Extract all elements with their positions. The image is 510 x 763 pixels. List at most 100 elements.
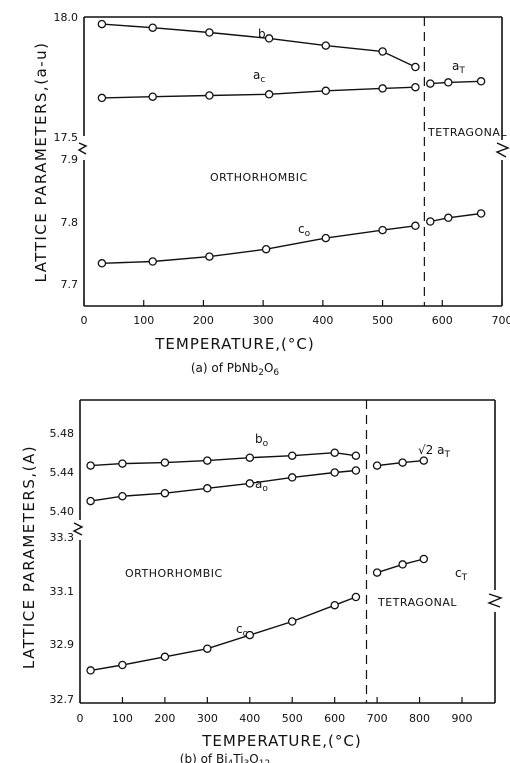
chart-b-y-tick-33.1: 33.1 [50,585,75,598]
chart-b-series-bo-point [330,448,339,457]
chart-b-series-cT-point [419,554,429,564]
chart-b-series-bo-point [160,458,170,467]
chart-b-y-tick-32.9: 32.9 [50,638,75,651]
chart-a-label-ac: ac [253,68,265,85]
chart-a-series-aT-line [430,80,482,85]
chart-b-label-bo: bo [255,432,269,449]
chart-a-x-tick-label: 0 [81,314,88,327]
chart-b-series-ao-point [330,468,339,477]
chart-b-orthorhombic-label: ORTHORHOMBIC [125,567,223,580]
chart-a-tetragonal-label: TETRAGONAL [427,126,507,139]
chart-b-series-ao-point [86,496,95,506]
chart-b-x-tick-label: 800 [409,712,430,725]
chart-b-tetragonal-label: TETRAGONAL [377,596,457,609]
chart-b-x-tick-label: 900 [452,712,473,725]
chart-a-x-tick-label: 600 [432,314,453,327]
chart-a-series-cT-point [444,213,453,223]
chart-a-series-bo-point [148,23,157,32]
chart-a-x-tick-label: 700 [492,314,510,327]
chart-a-series-co-point [411,221,420,231]
chart-b-series-bo-line [90,451,356,467]
chart-a-series-bo-point [411,62,420,72]
chart-a-series-aT-point [476,77,486,86]
chart-a-series-ac-point [411,82,420,92]
chart-b-x-tick-label: 300 [197,712,218,725]
chart-b-y-tick-5.40: 5.40 [50,505,75,518]
chart-b-series-co-point [245,630,255,640]
chart-a-axis-break-right [495,142,510,158]
chart-a-series-co-line [101,225,416,264]
chart-a-series-cT-point [426,217,435,226]
chart-b-label-co: co [236,622,249,639]
chart-b-series-bo-point [287,451,297,460]
chart-a-x-tick-label: 100 [133,314,154,327]
chart-a-label-co: co [298,222,311,239]
chart-a-x-tick-label: 500 [372,314,393,327]
chart-a-x-tick-label: 200 [193,314,214,327]
chart-a-y-tick-7.9: 7.9 [61,153,79,166]
chart-b-series-ao-point [118,491,127,501]
chart-b-x-tick-label: 700 [367,712,388,725]
chart-a-series-cT-line [430,212,482,223]
chart-a-series-ac-point [148,92,157,101]
chart-b-series-ao-line [90,469,356,502]
chart-b-series-co-point [118,660,127,670]
chart-a-series-cT-point [476,209,486,218]
chart-a-series-aT-point [426,79,435,88]
chart-a-orthorhombic-label: ORTHORHOMBIC [210,171,308,184]
chart-b-label-cT: cT [455,566,468,583]
chart-a-series-co-point [205,252,214,261]
chart-b-series-2aT-point [398,458,407,467]
chart-a-y-tick-18.0: 18.0 [54,11,79,24]
chart-a-axis-break-left [77,142,88,155]
chart-b-x-tick-label: 0 [77,712,84,725]
chart-b-x-tick-label: 500 [282,712,303,725]
chart-b-y-tick-5.44: 5.44 [50,466,75,479]
chart-b-series-co-line [90,596,357,672]
chart-b-axis-break-right [487,593,503,608]
chart-b-series-bo-point [245,453,255,462]
chart-a: 18.0 17.5 7.9 7.8 7.7 0 100 200 300 400 500 60… [32,11,510,378]
chart-b: 5.48 5.44 5.40 33.3 33.1 32.9 32.7 0 100 2… [20,399,503,763]
chart-b-series-bo-point [118,459,127,468]
chart-b-x-tick-label: 200 [154,712,175,725]
chart-b-series-co-point [86,666,95,675]
chart-b-series-ao-point [287,473,297,482]
chart-b-series-cT-point [398,560,407,569]
chart-a-series-ac-point [264,90,274,99]
chart-a-series-bo-point [321,41,331,50]
chart-b-series-bo-point [86,461,95,470]
chart-a-series-co-point [321,233,331,243]
chart-b-series-co-point [160,652,170,662]
chart-a-series-co-point [378,225,387,235]
chart-a-x-tick-label: 400 [312,314,333,327]
chart-b-series-ao-point [351,466,361,475]
chart-b-y-tick-33.3: 33.3 [50,531,75,544]
chart-b-series-co-point [351,592,361,602]
chart-b-y-tick-5.48: 5.48 [50,427,75,440]
chart-b-series-ao-point [203,484,212,493]
chart-a-series-co-point [261,244,271,254]
chart-a-series-bo-point [264,34,274,43]
chart-a-y-axis-title: LATTICE PARAMETERS,(a-u) [32,41,50,282]
chart-b-y-tick-32.7: 32.7 [50,693,75,706]
chart-a-y-tick-17.5: 17.5 [54,131,79,144]
chart-a-series-bo-point [97,19,107,29]
chart-b-label-ao: ao [255,477,268,494]
chart-b-series-ao-point [160,488,170,498]
chart-b-series-ao-point [245,479,255,488]
chart-b-caption: (b) of Bi4Ti3O12 [180,752,270,763]
chart-a-series-aT-point [444,78,453,87]
chart-a-series-ac-point [205,91,214,100]
chart-b-series-co-point [203,644,212,653]
chart-a-series-co-point [97,259,107,268]
chart-b-series-2aT-point [419,456,429,465]
chart-b-series-2aT-point [372,461,382,470]
chart-a-y-tick-7.7: 7.7 [61,278,79,291]
chart-a-series-ac-point [321,86,331,96]
chart-b-x-tick-label: 100 [112,712,133,725]
chart-b-series-bo-point [203,456,212,465]
chart-a-series-bo-point [378,47,387,56]
chart-b-x-axis-title: TEMPERATURE,(°C) [201,732,362,750]
chart-a-series-ac-point [97,93,107,103]
